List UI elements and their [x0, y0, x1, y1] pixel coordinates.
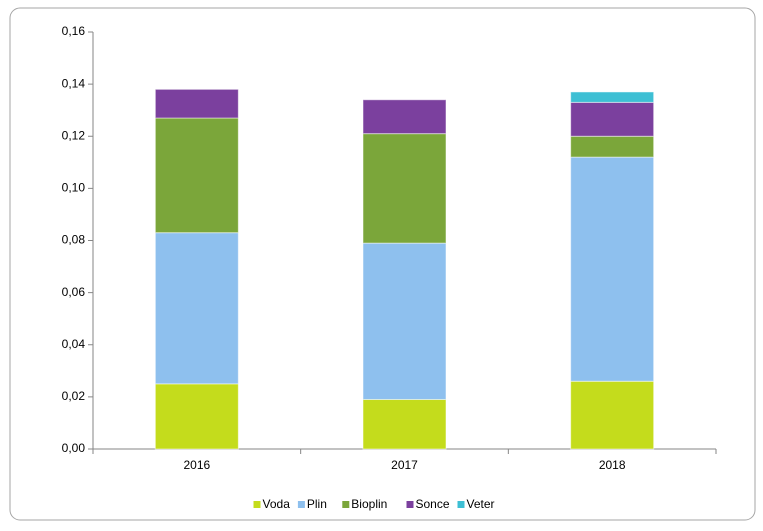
y-tick-label: 0,00 — [62, 441, 86, 455]
bar-segment — [570, 380, 655, 450]
legend-label: Sonce — [416, 497, 450, 511]
bar-segment — [570, 91, 655, 103]
bar-segment — [362, 99, 447, 135]
bar-segment — [570, 135, 655, 158]
y-tick-label: 0,14 — [62, 76, 86, 90]
x-tick-label: 2017 — [391, 458, 418, 472]
y-tick-label: 0,04 — [62, 337, 86, 351]
legend-swatch — [297, 501, 305, 508]
legend-swatch — [342, 501, 350, 508]
y-tick-label: 0,06 — [62, 285, 86, 299]
legend-label: Veter — [467, 497, 495, 511]
x-tick-label: 2016 — [183, 458, 210, 472]
legend-label: Bioplin — [351, 497, 387, 511]
bar-segment — [362, 242, 447, 400]
bar-segment — [154, 232, 239, 385]
y-tick-label: 0,08 — [62, 233, 86, 247]
bar-segment — [570, 101, 655, 137]
y-tick-label: 0,10 — [62, 181, 86, 195]
legend-swatch — [406, 501, 414, 508]
y-tick-label: 0,02 — [62, 389, 86, 403]
bar-segment — [154, 88, 239, 119]
bar-segment — [570, 156, 655, 382]
bar-segment — [154, 117, 239, 234]
x-tick-label: 2018 — [599, 458, 626, 472]
legend-swatch — [253, 501, 261, 508]
bar-segment — [362, 398, 447, 450]
y-tick-label: 0,16 — [62, 24, 86, 38]
y-tick-label: 0,12 — [62, 128, 86, 142]
legend-label: Plin — [307, 497, 327, 511]
legend-swatch — [457, 501, 465, 508]
bar-segment — [154, 383, 239, 450]
legend-label: Voda — [263, 497, 291, 511]
bar-segment — [362, 133, 447, 244]
